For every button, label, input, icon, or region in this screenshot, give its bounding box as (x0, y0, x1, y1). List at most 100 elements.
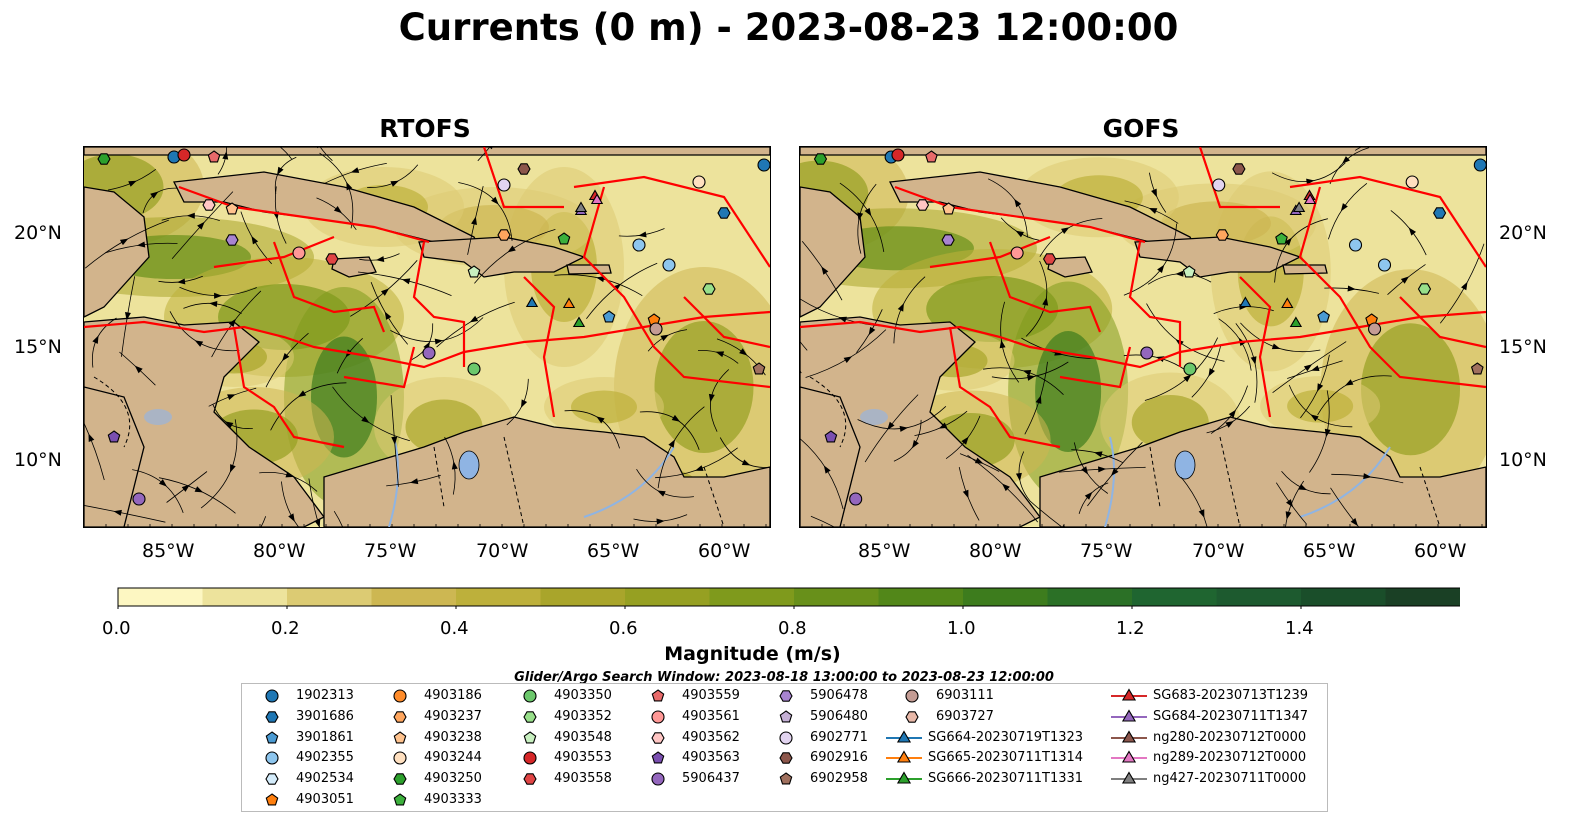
panel-title-rtofs: RTOFS (379, 114, 471, 143)
float-marker (1432, 207, 1447, 219)
float-marker (602, 310, 616, 323)
streamline-arrow (999, 339, 1006, 349)
legend-marker-icon (1111, 688, 1147, 701)
streamline-arrow (1015, 230, 1024, 238)
legend-marker-icon (886, 729, 922, 743)
colorbar-tick-7: 1.4 (1285, 618, 1314, 639)
streamline-arrow (88, 433, 95, 443)
legend-item-label: 4903051 (296, 792, 354, 807)
lon-label-80w: 80°W (253, 540, 306, 562)
legend-item-label: ng289-20230712T0000 (1153, 750, 1307, 766)
legend-marker-icon (651, 772, 665, 786)
streamline-arrow (194, 486, 204, 493)
legend-item-label: 4902355 (296, 750, 354, 766)
legend-marker-icon (523, 773, 537, 785)
streamline-arrow (350, 167, 360, 173)
float-marker (1121, 709, 1137, 722)
float-marker (525, 296, 539, 308)
float-marker (905, 689, 919, 703)
float-marker (1473, 158, 1486, 172)
country-border (93, 376, 725, 527)
float-marker (225, 202, 239, 215)
gofs-map-canvas (800, 147, 1486, 527)
eez-boundary (84, 310, 770, 369)
river (1104, 436, 1115, 527)
eez-boundary (683, 296, 770, 349)
colorbar-segment (1047, 588, 1133, 606)
eez-boundary (213, 235, 335, 269)
float-marker (292, 246, 306, 260)
legend-item-label: 3901861 (296, 729, 354, 745)
colorbar-segment (963, 588, 1048, 606)
float-marker (702, 283, 716, 295)
legend-marker-icon (265, 793, 279, 806)
land-mass (84, 316, 325, 527)
legend-marker-icon (886, 771, 922, 784)
streamline-arrow (314, 519, 321, 527)
legend-item-label: ng427-20230711T0000 (1153, 771, 1307, 787)
legend-item-label: 6902771 (810, 729, 868, 745)
eez-boundary (1399, 296, 1486, 349)
float-marker (891, 148, 905, 162)
lat-label-15n-right: 15°N (1499, 336, 1547, 358)
legend-item-label: 4903333 (424, 792, 482, 807)
eez-boundary (573, 175, 770, 268)
streamline-arrow (1400, 276, 1410, 284)
lake (458, 450, 480, 480)
legend-marker-icon (1111, 729, 1147, 743)
float-marker (1417, 283, 1432, 295)
float-marker (915, 199, 930, 211)
legend-item-label: 6902958 (810, 771, 868, 787)
float-marker (265, 751, 279, 765)
streamline-arrow (1324, 428, 1331, 438)
legend-item-label: SG664-20230719T1323 (928, 729, 1084, 745)
float-marker (779, 731, 793, 745)
colorbar-tick-5: 1.0 (947, 618, 976, 639)
streamline-arrow (1151, 188, 1157, 198)
float-marker (202, 199, 216, 211)
streamline-arrow (346, 181, 353, 191)
land-mass (323, 416, 770, 527)
streamline-arrow (1228, 409, 1237, 418)
float-marker (574, 201, 588, 213)
legend-item-label: 4903238 (424, 729, 482, 745)
streamline-arrow (277, 166, 284, 176)
streamline-arrow (381, 288, 390, 296)
streamline-arrow (1347, 285, 1356, 292)
streamline-arrow (1148, 207, 1158, 214)
streamline-arrow (638, 231, 647, 238)
legend-marker-icon (393, 689, 407, 703)
streamline-arrow (1342, 156, 1350, 164)
streamline-arrow (1081, 466, 1089, 475)
legend-item-label: 5906478 (810, 688, 868, 703)
streamline-arrow (209, 300, 218, 307)
float-marker (1470, 362, 1484, 375)
streamline-arrow (1022, 370, 1032, 376)
colorbar-segment (1385, 588, 1460, 606)
legend-marker-icon (265, 751, 279, 765)
lat-label-10n-right: 10°N (1499, 449, 1547, 471)
legend-item-label: SG683-20230713T1239 (1153, 688, 1309, 703)
float-marker (692, 175, 706, 189)
streamline-arrow (838, 316, 847, 323)
streamline-arrow (1461, 281, 1468, 291)
streamline-arrow (596, 276, 605, 283)
streamline-arrow (434, 338, 444, 345)
lon-label-70w: 70°W (476, 540, 529, 562)
streamline-arrow (938, 422, 948, 429)
float-marker (849, 492, 863, 506)
legend-item-label: 4902534 (296, 771, 354, 787)
land-mass (84, 186, 150, 318)
streamline-arrow (1110, 468, 1119, 477)
streamline (810, 515, 836, 527)
colorbar-label: Magnitude (m/s) (664, 643, 841, 665)
streamline-arrow (823, 465, 831, 474)
legend-marker-icon (393, 751, 407, 765)
colorbar-segment (456, 588, 541, 606)
land-mass (800, 147, 1486, 156)
streamline-arrow (451, 461, 458, 470)
lake (860, 409, 888, 425)
float-marker (107, 430, 121, 443)
streamline-arrow (868, 326, 876, 336)
eez-boundary (1198, 147, 1280, 209)
